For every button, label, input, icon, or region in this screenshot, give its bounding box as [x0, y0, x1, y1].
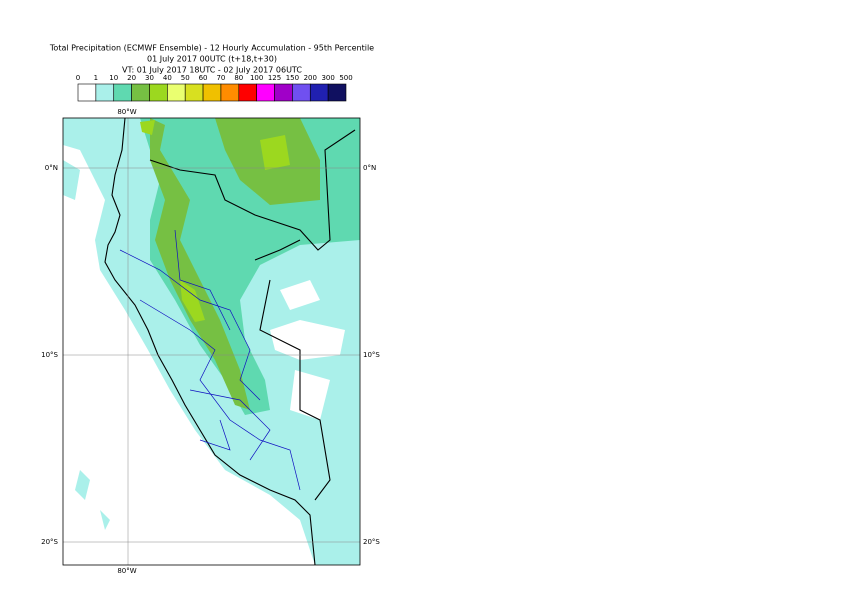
legend-swatch [95, 83, 115, 102]
legend: 0 1 10 20 30 40 50 60 70 80 100 125 150 200 300 500 [76, 74, 353, 102]
legend-label: 10 [109, 74, 118, 82]
legend-swatch [220, 83, 240, 102]
precip-none [70, 280, 345, 420]
legend-swatch [149, 83, 168, 102]
legend-label: 300 [321, 74, 334, 82]
legend-label: 150 [286, 74, 299, 82]
legend-swatch [184, 83, 204, 102]
legend-swatch [327, 83, 347, 102]
precip-heavy [150, 118, 320, 410]
legend-label: 125 [268, 74, 281, 82]
lat-label: 20°S [41, 538, 58, 546]
lon-label: 80°W [117, 567, 136, 575]
legend-swatch [113, 83, 132, 102]
legend-swatch [256, 83, 275, 102]
legend-label: 80 [234, 74, 243, 82]
legend-label: 200 [304, 74, 317, 82]
legend-label: 100 [250, 74, 263, 82]
lon-label: 80°W [117, 108, 136, 116]
legend-swatch [309, 83, 329, 102]
legend-label: 40 [163, 74, 172, 82]
legend-label: 60 [199, 74, 208, 82]
lat-label: 0°N [45, 164, 58, 172]
legend-swatch [202, 83, 222, 102]
legend-label: 500 [339, 74, 352, 82]
legend-swatch [274, 83, 293, 102]
legend-label: 1 [94, 74, 98, 82]
subtitle: 01 July 2017 00UTC (t+18,t+30) [147, 55, 277, 64]
map-frame [62, 117, 361, 566]
legend-swatch [167, 83, 186, 102]
lat-label: 10°S [363, 351, 380, 359]
legend-label: 20 [127, 74, 136, 82]
lat-label: 10°S [41, 351, 58, 359]
map [63, 118, 360, 565]
legend-swatch [238, 83, 257, 102]
legend-label: 50 [181, 74, 190, 82]
title: Total Precipitation (ECMWF Ensemble) - 1… [49, 44, 374, 53]
legend-label: 70 [216, 74, 225, 82]
valid-time: VT: 01 July 2017 18UTC - 02 July 2017 06… [122, 66, 302, 75]
legend-label: 0 [76, 74, 80, 82]
legend-label: 30 [145, 74, 154, 82]
lat-label: 20°S [363, 538, 380, 546]
lat-label: 0°N [363, 164, 376, 172]
legend-swatch [77, 83, 97, 102]
legend-swatch [131, 83, 150, 102]
legend-swatch [292, 83, 311, 102]
